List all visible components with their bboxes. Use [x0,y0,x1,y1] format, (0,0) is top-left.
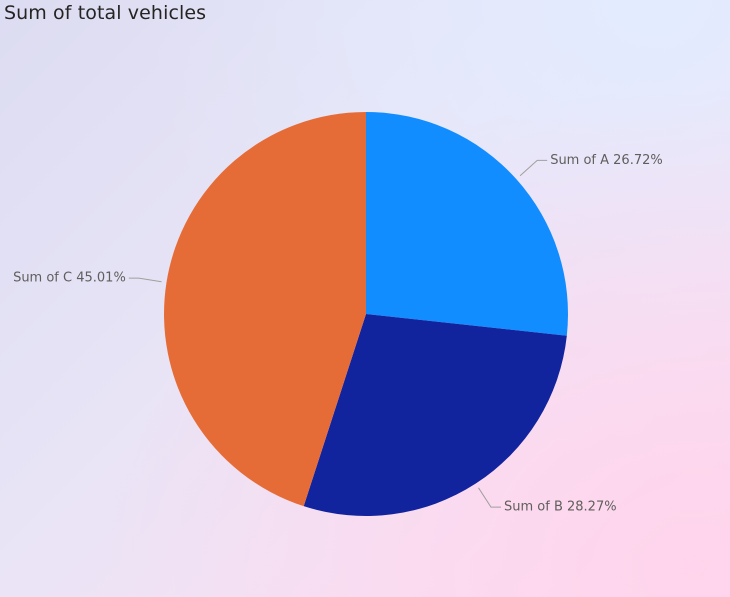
data-label-sum-of-a: Sum of A 26.72% [550,153,663,168]
pie-slice-sum-of-a[interactable] [366,112,568,336]
pie-data-labels: Sum of A 26.72% Sum of B 28.27% Sum of C 4… [13,153,663,515]
leader-line-sum-of-a [519,159,548,177]
data-label-sum-of-b: Sum of B 28.27% [504,500,617,515]
data-label-sum-of-c: Sum of C 45.01% [13,271,126,286]
pie-slice-sum-of-b[interactable] [303,314,567,516]
leader-line-sum-of-c [128,277,162,283]
pie-slices [164,112,568,516]
pie-slice-sum-of-c[interactable] [164,112,366,507]
leader-line-sum-of-b [478,487,501,508]
chart-title: Sum of total vehicles [4,2,207,24]
